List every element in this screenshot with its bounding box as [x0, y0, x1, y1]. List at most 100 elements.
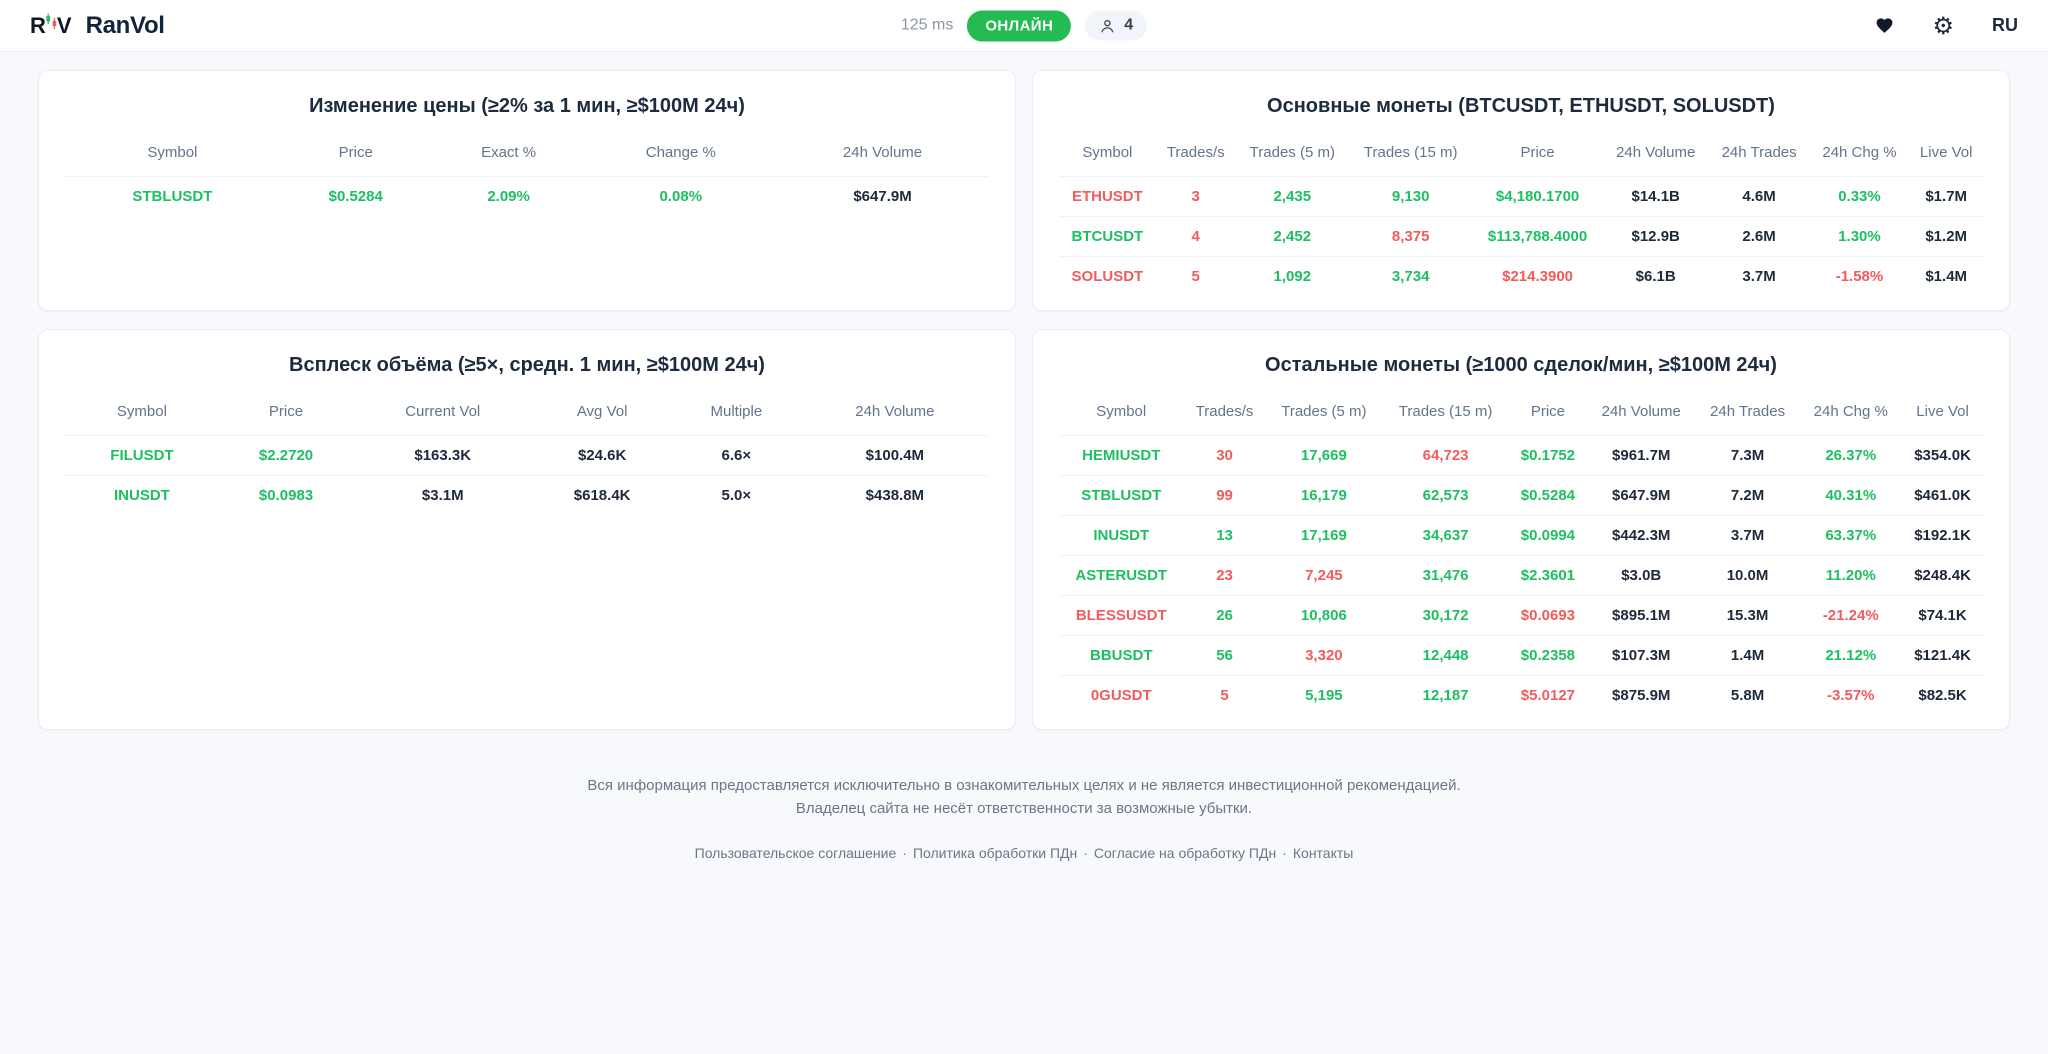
table-row[interactable]: BTCUSDT 4 2,452 8,375 $113,788.4000 $12.9B 2.6… [1059, 216, 1983, 257]
table-cell: 23 [1183, 555, 1266, 596]
panel-volume-spike: Всплеск объёма (≥5×, средн. 1 мин, ≥$100… [38, 329, 1016, 730]
footer-links: Пользовательское соглашение · Политика обр… [0, 845, 2048, 861]
table-cell: INUSDT [114, 487, 170, 504]
column-header: 24h Chg % [1809, 136, 1910, 177]
favorites-button[interactable] [1875, 16, 1894, 35]
table-cell: $2.2720 [218, 435, 354, 476]
header-tools: ⚙ RU [1875, 14, 2018, 38]
table-cell: 21.12% [1799, 635, 1903, 676]
table-cell: 17,169 [1265, 515, 1383, 556]
table-cell: $248.4K [1902, 555, 1983, 596]
table-row[interactable]: HEMIUSDT 30 17,669 64,723 $0.1752 $961.7M 7.3M… [1059, 435, 1983, 476]
table-row[interactable]: BBUSDT 56 3,320 12,448 $0.2358 $107.3M 1.4M 21.… [1059, 635, 1983, 676]
table-row[interactable]: SOLUSDT 5 1,092 3,734 $214.3900 $6.1B 3.7M -1.5… [1059, 257, 1983, 297]
table-cell: 7,245 [1265, 555, 1383, 596]
panel-title: Всплеск объёма (≥5×, средн. 1 мин, ≥$100… [289, 354, 765, 376]
status-badge: ОНЛАЙН [967, 10, 1072, 41]
table-cell: 1,092 [1273, 268, 1312, 285]
table-cell: BLESSUSDT [1059, 595, 1184, 636]
disclaimer-line1: Вся информация предоставляется исключите… [587, 777, 1461, 794]
table-row[interactable]: ETHUSDT 3 2,435 9,130 $4,180.1700 $14.1B 4.6M 0… [1059, 176, 1983, 217]
table-cell: 63.37% [1799, 515, 1903, 556]
heart-icon [1877, 18, 1893, 33]
table-cell: 0.08% [659, 188, 703, 205]
table-cell: 3.7M [1742, 268, 1776, 285]
table-cell: $14.1B [1602, 176, 1709, 217]
table-cell: $875.9M [1612, 687, 1671, 704]
person-icon [1101, 19, 1114, 32]
table-cell: $0.5284 [328, 188, 383, 205]
price-change-table: Symbol Price Exact % Change % 24h Volume STBL… [65, 136, 989, 216]
column-header: Trades/s [1155, 136, 1236, 177]
table-cell: BBUSDT [1059, 635, 1184, 676]
table-row[interactable]: INUSDT 13 17,169 34,637 $0.0994 $442.3M 3.7M 63… [1059, 515, 1983, 556]
column-header: Price [1509, 395, 1587, 436]
table-cell: 1.30% [1809, 216, 1910, 257]
viewers-pill[interactable]: 4 [1085, 10, 1148, 41]
table-cell: 17,669 [1265, 435, 1383, 476]
table-cell: 10.0M [1695, 555, 1800, 596]
column-header: Trades (15 m) [1348, 136, 1473, 177]
table-cell: BTCUSDT [1059, 216, 1156, 257]
table-cell: ASTERUSDT [1059, 555, 1184, 596]
table-row[interactable]: 0GUSDT 5 5,195 12,187 $5.0127 $875.9M 5.8M -3.5… [1059, 676, 1983, 716]
table-cell: 3 [1155, 176, 1236, 217]
table-row[interactable]: ASTERUSDT 23 7,245 31,476 $2.3601 $3.0B 10.0M 1… [1059, 555, 1983, 596]
status-group: 125 ms ОНЛАЙН 4 [900, 10, 1148, 41]
table-cell: 31,476 [1382, 555, 1510, 596]
table-cell: 5.0× [721, 487, 752, 504]
table-cell: $4,180.1700 [1472, 176, 1603, 217]
column-header: 24h Trades [1708, 136, 1810, 177]
column-header: Price [1472, 136, 1603, 177]
dashboard-grid: Изменение цены (≥2% за 1 мин, ≥$100M 24ч… [0, 52, 2048, 730]
footer-link[interactable]: Согласие на обработку ПДн [1093, 844, 1277, 861]
other-coins-table: Symbol Trades/s Trades (5 m) Trades (15 m) P… [1059, 395, 1983, 715]
table-cell: $100.4M [800, 435, 989, 476]
footer-link[interactable]: Контакты [1292, 844, 1354, 861]
table-cell: INUSDT [1059, 515, 1184, 556]
table-cell: 64,723 [1382, 435, 1510, 476]
table-cell: 56 [1183, 635, 1266, 676]
footer-link[interactable]: Политика обработки ПДн [912, 844, 1078, 861]
table-cell: $5.0127 [1520, 687, 1576, 704]
table-cell: $1.4M [1925, 268, 1968, 285]
table-cell: $0.1752 [1509, 435, 1587, 476]
table-cell: STBLUSDT [132, 188, 213, 205]
column-header: Symbol [65, 395, 219, 436]
brand-title: RanVol [85, 11, 165, 39]
language-toggle[interactable]: RU [1992, 15, 2018, 35]
column-header: Multiple [671, 395, 801, 436]
column-header: Symbol [1059, 136, 1156, 177]
table-cell: 5 [1191, 268, 1200, 285]
candlestick-icon [46, 13, 57, 29]
table-cell: $0.2358 [1509, 635, 1587, 676]
table-row[interactable]: STBLUSDT 99 16,179 62,573 $0.5284 $647.9M 7.2M… [1059, 475, 1983, 516]
table-cell: 0GUSDT [1090, 687, 1152, 704]
settings-button[interactable]: ⚙ [1932, 14, 1954, 38]
table-row[interactable]: BLESSUSDT 26 10,806 30,172 $0.0693 $895.1M 15.… [1059, 595, 1983, 636]
panel-title: Основные монеты (BTCUSDT, ETHUSDT, SOLUS… [1267, 95, 1775, 117]
table-row[interactable]: FILUSDT $2.2720 $163.3K $24.6K 6.6× $100.4M [65, 435, 989, 476]
latency-label: 125 ms [900, 16, 954, 34]
table-cell: $107.3M [1586, 635, 1696, 676]
table-cell: 15.3M [1695, 595, 1800, 636]
table-row[interactable]: INUSDT $0.0983 $3.1M $618.4K 5.0× $438.8M [65, 476, 989, 516]
footer-link[interactable]: Пользовательское соглашение [694, 844, 897, 861]
table-cell: $1.2M [1909, 216, 1983, 257]
table-cell: $442.3M [1586, 515, 1696, 556]
panel-title: Изменение цены (≥2% за 1 мин, ≥$100M 24ч… [309, 95, 745, 117]
table-cell: $438.8M [865, 487, 925, 504]
table-cell: $82.5K [1918, 687, 1967, 704]
table-cell: -21.24% [1799, 595, 1903, 636]
table-cell: 3,320 [1265, 635, 1383, 676]
table-cell: 2,452 [1235, 216, 1349, 257]
main-coins-table: Symbol Trades/s Trades (5 m) Trades (15 m) P… [1059, 136, 1983, 296]
table-cell: -3.57% [1826, 687, 1875, 704]
table-cell: $24.6K [532, 435, 672, 476]
disclaimer-line2: Владелец сайта не несёт ответственности … [795, 800, 1253, 818]
table-row[interactable]: STBLUSDT $0.5284 2.09% 0.08% $647.9M [65, 177, 989, 217]
table-cell: 9,130 [1348, 176, 1473, 217]
table-cell: $3.1M [421, 487, 464, 504]
